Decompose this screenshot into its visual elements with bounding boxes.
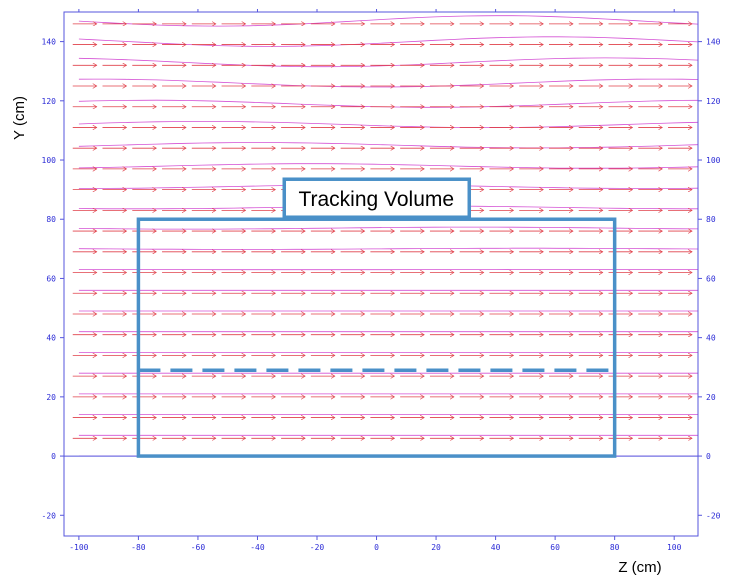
- x-tick-label: 40: [491, 543, 501, 552]
- tracking-volume-annotation: Tracking Volume: [136, 177, 617, 458]
- x-tick-label: -40: [250, 543, 265, 552]
- x-tick-label: 100: [667, 543, 682, 552]
- x-tick-label: 80: [610, 543, 620, 552]
- y-tick-label-right: 60: [706, 274, 716, 283]
- y-tick-label: 40: [46, 334, 56, 343]
- y-tick-label-right: 120: [706, 97, 721, 106]
- y-axis-title: Y (cm): [11, 96, 28, 140]
- tracking-volume-label: Tracking Volume: [298, 188, 454, 211]
- field-line: [78, 163, 699, 169]
- field-line: [78, 247, 699, 250]
- field-line: [78, 121, 699, 128]
- y-tick-label-right: 0: [706, 452, 711, 461]
- tracking-volume-box: [136, 217, 617, 458]
- tracking-volume-label-box: [282, 177, 472, 219]
- y-tick-label-right: 80: [706, 215, 716, 224]
- axis-ticks: -100 -80 -60 -40 -20 0 20 40 60 80 100 -20 -20 0 0 20 20…: [42, 9, 721, 552]
- y-tick-label: 100: [42, 156, 57, 165]
- x-tick-label: -100: [69, 543, 88, 552]
- x-tick-label: 60: [550, 543, 560, 552]
- plot-frame: [63, 11, 699, 537]
- y-tick-label: 120: [42, 97, 57, 106]
- x-tick-label: -60: [191, 543, 206, 552]
- y-tick-label-right: 20: [706, 393, 716, 402]
- y-tick-label-right: 40: [706, 334, 716, 343]
- y-tick-label: 0: [51, 452, 56, 461]
- y-tick-label: 60: [46, 274, 56, 283]
- field-line: [78, 78, 699, 88]
- x-axis-title: Z (cm): [618, 559, 661, 576]
- y-tick-label-right: 100: [706, 156, 721, 165]
- x-tick-label: -20: [310, 543, 325, 552]
- y-tick-label-right: 140: [706, 38, 721, 47]
- field-line: [78, 142, 699, 149]
- field-line: [78, 226, 699, 230]
- x-tick-label: 0: [374, 543, 379, 552]
- y-tick-label: 80: [46, 215, 56, 224]
- field-lines: [78, 15, 699, 457]
- y-tick-label: -20: [42, 511, 57, 520]
- y-tick-label: 140: [42, 38, 57, 47]
- y-tick-label-right: -20: [706, 511, 721, 520]
- field-line: [78, 99, 699, 108]
- field-arrows: [72, 24, 692, 438]
- x-tick-label: 20: [431, 543, 441, 552]
- field-line: [78, 15, 699, 27]
- y-tick-label: 20: [46, 393, 56, 402]
- x-tick-label: -80: [131, 543, 146, 552]
